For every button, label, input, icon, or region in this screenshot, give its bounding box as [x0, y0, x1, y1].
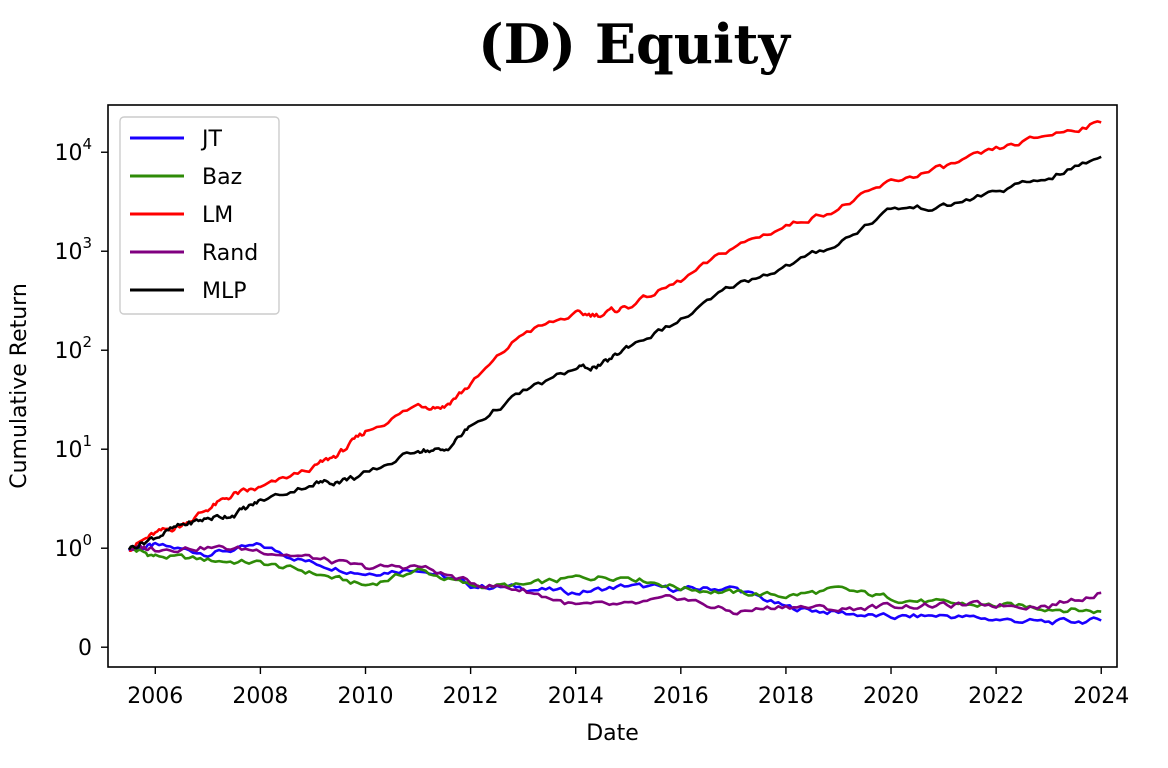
x-tick-label: 2018	[758, 684, 814, 709]
legend-label-lm: LM	[202, 203, 233, 228]
plot-frame	[107, 104, 1118, 668]
y-axis: 0 100 101 102 103 104	[54, 135, 108, 661]
x-tick-label: 2020	[863, 684, 919, 709]
legend: JT Baz LM Rand MLP	[119, 116, 280, 315]
legend-label-rand: Rand	[202, 241, 258, 266]
y-axis-label: Cumulative Return	[7, 283, 32, 489]
y-tick-label: 104	[54, 135, 92, 166]
chart-title: (D) Equity	[478, 12, 791, 76]
x-tick-label: 2006	[127, 684, 183, 709]
x-tick-label: 2008	[232, 684, 288, 709]
x-tick-label: 2014	[548, 684, 604, 709]
x-tick-label: 2012	[443, 684, 499, 709]
x-axis: 2006 2008 2010 2012 2014 2016 2018 2020 2022 2024	[127, 667, 1129, 709]
y-tick-label: 103	[54, 234, 92, 265]
x-tick-label: 2022	[968, 684, 1024, 709]
series-line-baz	[128, 547, 1102, 615]
x-tick-label: 2016	[653, 684, 709, 709]
legend-label-mlp: MLP	[202, 279, 247, 304]
x-tick-label: 2024	[1073, 684, 1129, 709]
y-tick-label: 0	[78, 636, 92, 661]
y-tick-label: 101	[54, 432, 92, 463]
legend-box	[119, 116, 280, 315]
x-tick-label: 2010	[338, 684, 394, 709]
series-line-rand	[129, 544, 1102, 616]
series-line-lm	[128, 120, 1102, 552]
y-tick-label: 102	[54, 333, 92, 364]
series-line-mlp	[127, 155, 1102, 551]
legend-label-baz: Baz	[202, 165, 242, 190]
series-line-jt	[127, 541, 1102, 626]
series-layer	[127, 120, 1102, 626]
y-tick-label: 100	[54, 531, 92, 562]
legend-label-jt: JT	[200, 127, 222, 152]
x-axis-label: Date	[586, 721, 639, 746]
